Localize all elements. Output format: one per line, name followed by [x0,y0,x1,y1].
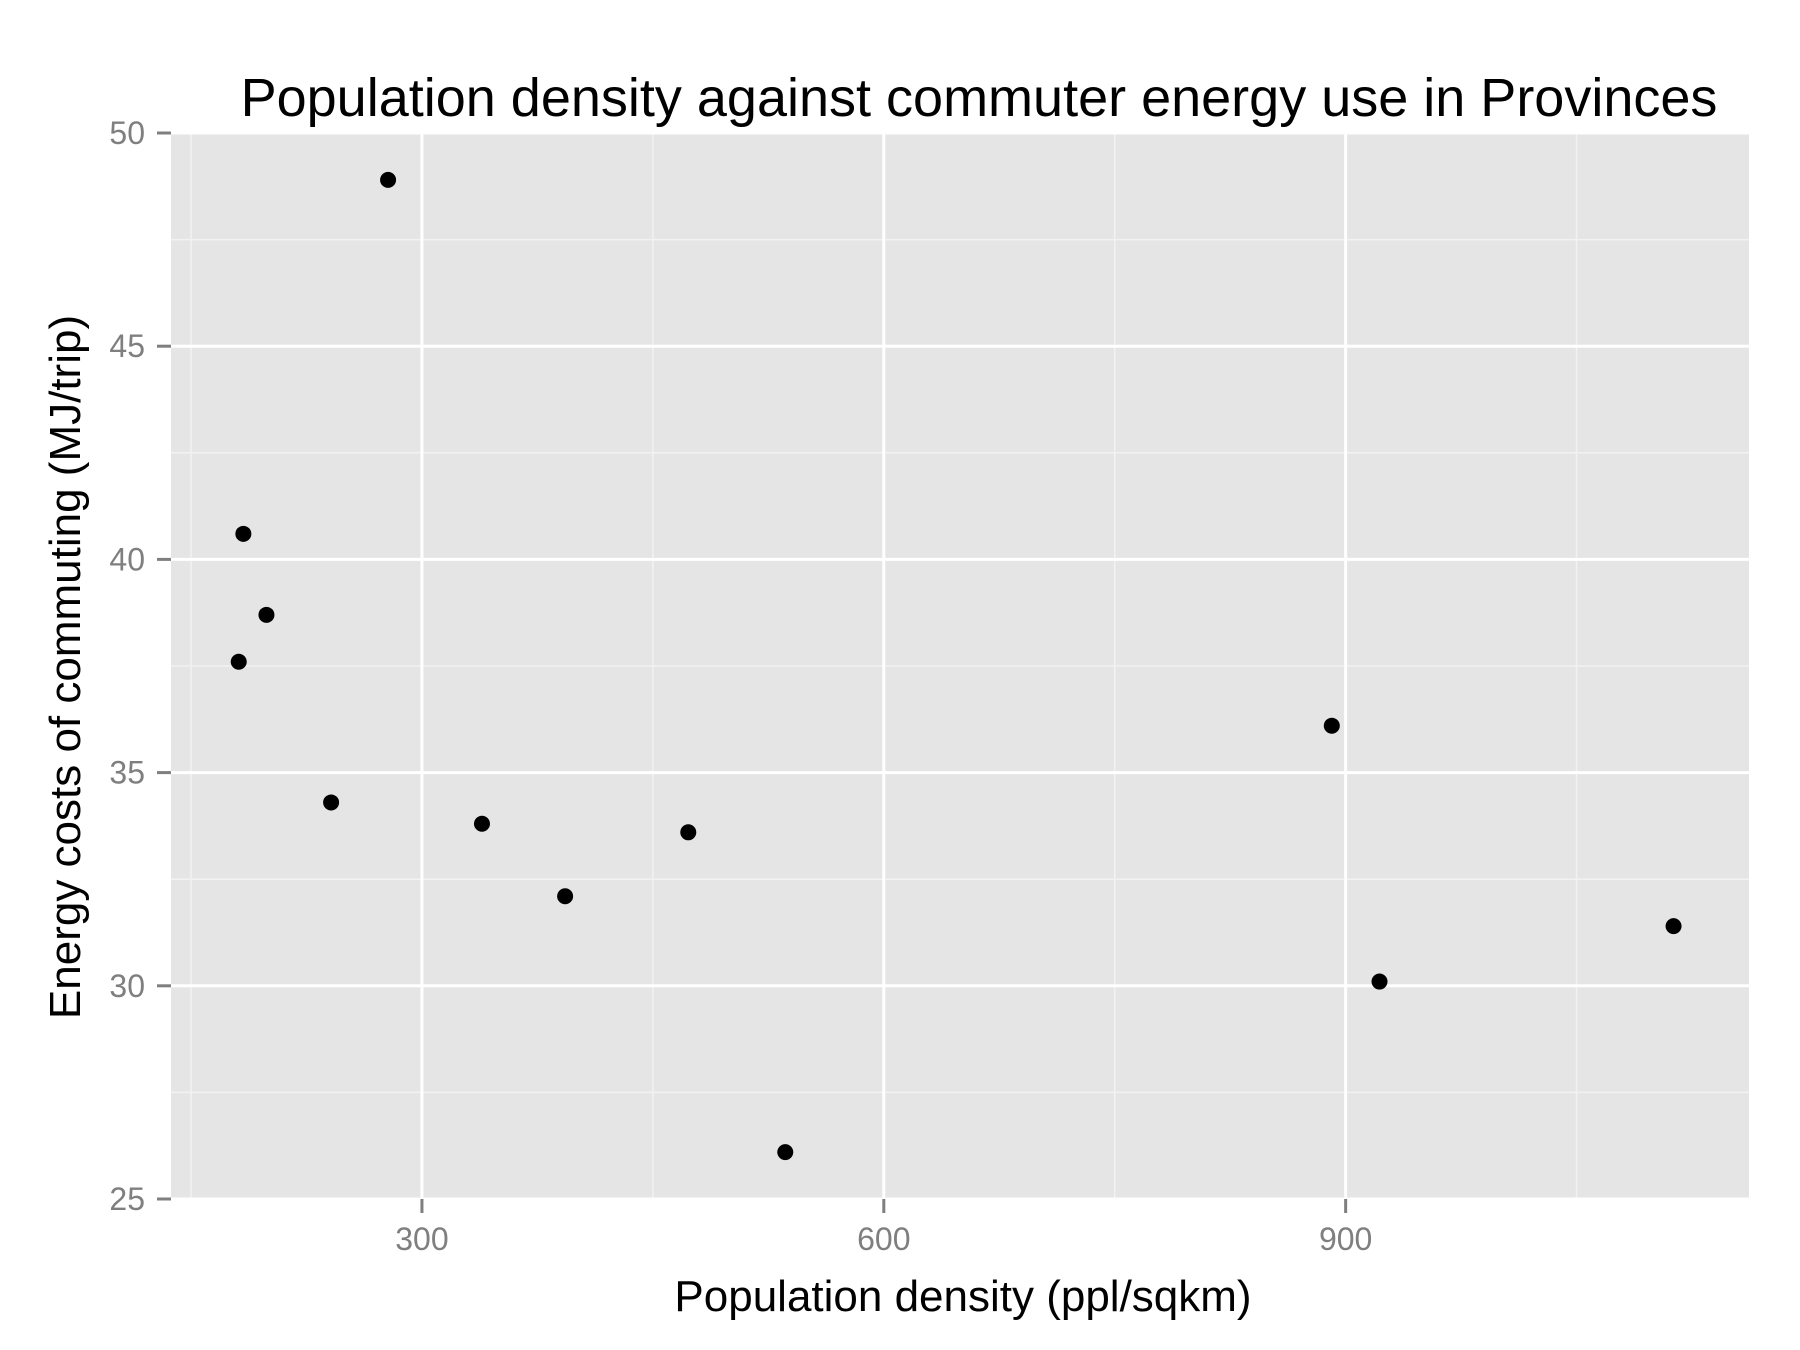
x-axis-title: Population density (ppl/sqkm) [674,1272,1251,1321]
data-points [230,171,1682,1161]
data-point [680,824,697,841]
y-tick-label: 45 [109,328,145,364]
major-gridlines [171,131,1749,1201]
x-tick-label: 600 [857,1221,910,1257]
y-tick-label: 40 [109,541,145,577]
chart-title: Population density against commuter ener… [241,68,1718,128]
x-tick-label: 300 [395,1221,448,1257]
x-axis: 300 600 900 [395,1199,1372,1257]
y-tick-label: 25 [109,1181,145,1217]
data-point [473,815,490,832]
minor-gridlines [171,133,1749,1199]
data-point [323,794,340,811]
data-point [380,171,397,188]
y-tick-label: 35 [109,755,145,791]
data-point [258,606,275,623]
data-point [1371,973,1388,990]
data-point [1665,918,1682,935]
data-point [557,888,574,905]
data-point [230,653,247,670]
y-tick-label: 30 [109,968,145,1004]
data-point [235,525,252,542]
y-tick-label: 50 [109,115,145,151]
y-axis-title: Energy costs of commuting (MJ/trip) [41,315,90,1019]
data-point [1323,717,1340,734]
data-point [777,1144,794,1161]
x-tick-label: 900 [1319,1221,1372,1257]
y-axis: 25 30 35 40 45 50 [109,115,171,1217]
